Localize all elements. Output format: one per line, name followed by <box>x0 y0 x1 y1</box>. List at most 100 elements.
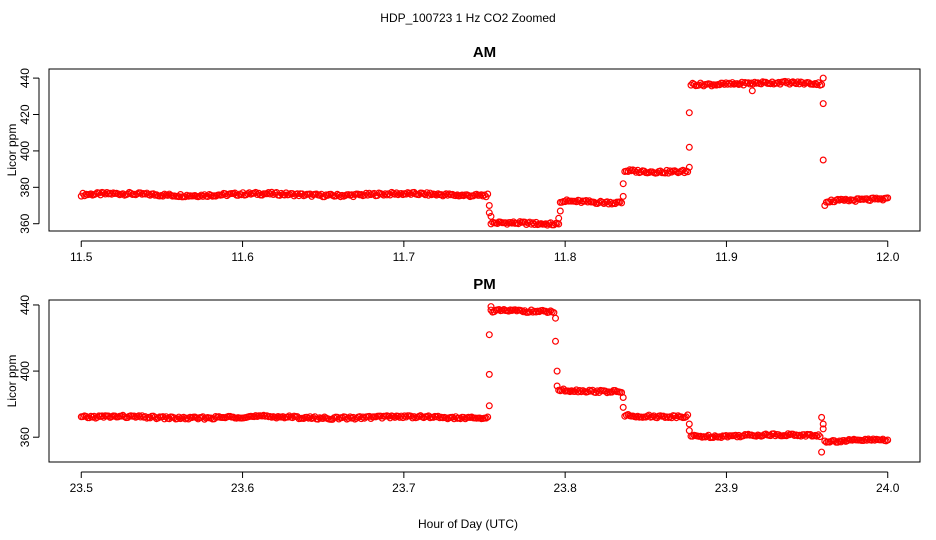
data-point <box>666 167 674 175</box>
data-point <box>519 308 527 316</box>
data-point <box>364 191 372 199</box>
y-tick-label: 380 <box>18 177 32 197</box>
pm-panel: PM Licor ppm 23.5 23.6 23.7 23.8 23.9 24.0 360… <box>5 276 921 495</box>
data-point <box>401 412 409 420</box>
data-point <box>135 412 143 420</box>
data-point <box>684 411 692 419</box>
data-point <box>749 80 757 88</box>
data-point <box>571 388 579 396</box>
data-point <box>300 415 308 423</box>
data-point <box>840 196 848 204</box>
data-point <box>253 191 261 199</box>
data-point <box>133 190 141 198</box>
data-point <box>481 191 489 199</box>
data-point <box>193 414 201 422</box>
y-axis-label: Licor ppm <box>5 355 19 408</box>
data-point <box>485 402 493 410</box>
data-point <box>819 420 827 428</box>
x-tick-label: 11.9 <box>715 250 738 264</box>
data-point <box>556 207 564 215</box>
data-point <box>465 192 473 200</box>
data-point <box>204 193 212 201</box>
data-point <box>82 412 90 420</box>
data-point <box>473 190 481 198</box>
data-point <box>332 192 340 200</box>
data-point <box>137 413 145 421</box>
data-point <box>402 413 410 421</box>
data-point <box>197 191 205 199</box>
data-point <box>813 432 821 440</box>
y-tick-label: 440 <box>18 295 32 315</box>
data-point <box>333 413 341 421</box>
data-point <box>362 189 370 197</box>
x-tick-label: 23.7 <box>392 481 416 495</box>
data-point <box>685 420 693 428</box>
data-point <box>245 189 253 197</box>
data-point <box>884 194 892 202</box>
data-point <box>154 414 162 422</box>
data-point <box>173 415 181 423</box>
data-point <box>100 189 108 197</box>
data-point <box>724 433 732 441</box>
data-point <box>316 191 324 199</box>
data-point <box>183 191 191 199</box>
data-point <box>722 432 730 440</box>
data-point <box>487 303 495 311</box>
data-point <box>668 168 676 176</box>
data-point <box>482 414 490 422</box>
x-tick-label: 23.9 <box>715 481 739 495</box>
x-axis-label: Hour of Day (UTC) <box>418 517 518 531</box>
data-point <box>276 191 284 199</box>
data-point <box>460 413 468 421</box>
data-point <box>551 314 559 322</box>
data-point <box>706 80 714 88</box>
data-point <box>159 192 167 200</box>
data-point <box>553 382 561 390</box>
data-point <box>577 388 585 396</box>
data-point <box>442 190 450 198</box>
data-point <box>485 209 493 217</box>
data-point <box>263 190 271 198</box>
data-point <box>487 212 495 220</box>
data-point <box>153 191 161 199</box>
data-point <box>151 413 159 421</box>
data-point <box>868 436 876 444</box>
data-point <box>337 193 345 201</box>
data-point <box>485 331 493 339</box>
x-tick-label: 11.7 <box>393 250 416 264</box>
data-point <box>605 200 613 208</box>
data-point <box>551 337 559 345</box>
data-point <box>884 436 892 444</box>
data-point <box>563 196 571 204</box>
data-point <box>359 413 367 421</box>
data-point <box>748 87 756 95</box>
data-point <box>237 191 245 199</box>
data-point <box>545 308 553 316</box>
data-point <box>444 191 452 199</box>
data-point <box>453 191 461 199</box>
data-point <box>397 412 405 420</box>
data-point <box>397 190 405 198</box>
data-point <box>341 413 349 421</box>
data-point <box>199 192 207 200</box>
data-point <box>164 191 172 199</box>
x-tick-label: 23.6 <box>231 481 255 495</box>
data-point <box>703 432 711 440</box>
data-point <box>495 306 503 314</box>
data-point <box>783 79 791 87</box>
data-point <box>377 412 385 420</box>
data-point <box>821 437 829 445</box>
data-point <box>598 198 606 206</box>
data-point <box>396 413 404 421</box>
data-point <box>762 78 770 86</box>
data-point <box>293 190 301 198</box>
data-point <box>426 189 434 197</box>
data-point <box>771 432 779 440</box>
data-point <box>767 80 775 88</box>
data-point <box>141 413 149 421</box>
data-point <box>279 413 287 421</box>
plot-frame <box>48 68 921 232</box>
data-point <box>487 220 495 228</box>
data-point <box>736 80 744 88</box>
